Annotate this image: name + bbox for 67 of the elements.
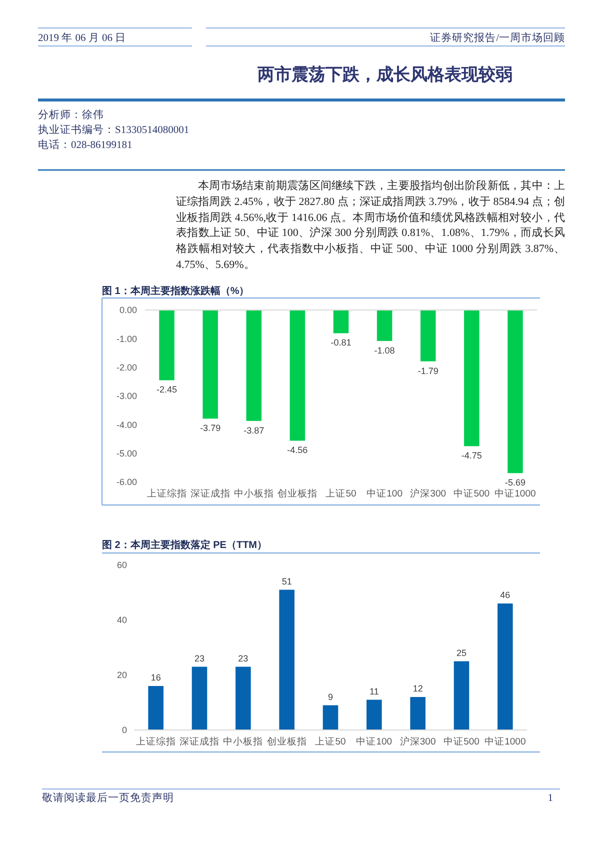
y-tick-label: 40 xyxy=(116,615,127,626)
y-tick-label: 20 xyxy=(116,670,127,680)
x-tick-label: 中证500 xyxy=(454,488,490,500)
x-tick-label: 中小板指 xyxy=(234,488,274,500)
bar xyxy=(498,604,513,730)
data-label: -1.08 xyxy=(374,345,395,356)
data-label: 23 xyxy=(194,653,205,664)
text: 执业证书编号：S1330514080001 xyxy=(38,123,190,136)
data-label: -2.45 xyxy=(156,384,178,395)
text: 证券研究报告/一周市场回顾 xyxy=(430,31,565,44)
data-label: -4.75 xyxy=(461,450,482,461)
data-label: -1.79 xyxy=(418,366,438,376)
x-tick-label: 上证综指 xyxy=(136,736,176,748)
data-label: -5.69 xyxy=(504,478,526,488)
data-label: 23 xyxy=(238,653,248,664)
text: 本周市场结束前期震荡区间继续下跌，主要股指均创出阶段新低，其中：上证综指周跌 2.45%，收于 2827.80 点；深证成指周跌 3.79%，收于 8584.94 点；创业板指周跌 4.56%,收于 1416.06 点。本周市场价值和绩优风格跌幅相对较小，代表指数上证 50、中证 100、沪深 300 分别周跌 0.81%、1.08%、1.79%，而成长风格跌幅相对较大，代表指数中小板指、中证 500、中证 1000 分别周跌 3.87%、4.75%、5.69%。 xyxy=(176,179,565,273)
y-tick-label: -4.00 xyxy=(116,420,137,430)
x-tick-label: 创业板指 xyxy=(277,488,318,500)
y-tick-label: -5.00 xyxy=(116,448,137,459)
x-tick-label: 中证1000 xyxy=(494,488,536,500)
text: 电话：028-86199181 xyxy=(38,138,132,151)
bar xyxy=(454,661,470,730)
data-label: 16 xyxy=(150,672,161,682)
x-tick-label: 中小板指 xyxy=(223,736,264,748)
data-label: -4.56 xyxy=(287,445,308,456)
x-tick-label: 上证50 xyxy=(326,488,356,500)
bar xyxy=(148,686,164,730)
y-tick-label: -1.00 xyxy=(116,334,137,344)
x-tick-label: 中证100 xyxy=(356,736,392,748)
data-label: -3.87 xyxy=(244,425,264,436)
x-tick-label: 上证综指 xyxy=(146,488,187,500)
y-tick-label: -3.00 xyxy=(116,391,137,402)
text: 分析师：徐伟 xyxy=(38,109,104,121)
bar xyxy=(279,590,294,730)
text: 敬请阅读最后一页免责声明 xyxy=(42,791,174,804)
x-tick-label: 中证500 xyxy=(444,736,480,748)
x-tick-label: 上证50 xyxy=(315,736,346,748)
x-tick-label: 深证成指 xyxy=(180,736,220,748)
data-label: 46 xyxy=(500,590,510,600)
data-label: 12 xyxy=(412,684,423,694)
data-label: -3.79 xyxy=(200,423,221,434)
y-tick-label: 0.00 xyxy=(119,305,137,316)
x-tick-label: 中证100 xyxy=(366,488,402,500)
y-tick-label: 0 xyxy=(122,725,127,736)
x-tick-label: 中证1000 xyxy=(484,736,526,748)
bar xyxy=(410,697,426,730)
chart-title: 图 2：本周主要指数落定 PE（TTM） xyxy=(102,539,268,551)
y-tick-label: -2.00 xyxy=(116,362,137,373)
x-tick-label: 沪深300 xyxy=(410,488,446,500)
data-label: -0.81 xyxy=(330,338,352,348)
data-label: 25 xyxy=(456,648,467,658)
chart-title: 图 1：本周主要指数涨跌幅（%） xyxy=(102,285,250,297)
bar xyxy=(236,666,251,730)
x-tick-label: 深证成指 xyxy=(190,488,230,500)
bar xyxy=(322,705,338,730)
y-tick-label: 60 xyxy=(116,560,127,570)
text: 2019 年 06 月 06 日 xyxy=(38,32,126,44)
data-label: 11 xyxy=(369,686,379,696)
text: 两市震荡下跌，成长风格表现较弱 xyxy=(256,65,512,84)
text: 1 xyxy=(548,793,553,804)
data-label: 9 xyxy=(328,692,334,702)
data-label: 51 xyxy=(282,576,292,586)
bar xyxy=(366,700,382,730)
y-tick-label: -6.00 xyxy=(116,477,137,488)
x-tick-label: 沪深300 xyxy=(400,736,436,748)
bar xyxy=(192,666,208,730)
x-tick-label: 创业板指 xyxy=(266,736,307,748)
